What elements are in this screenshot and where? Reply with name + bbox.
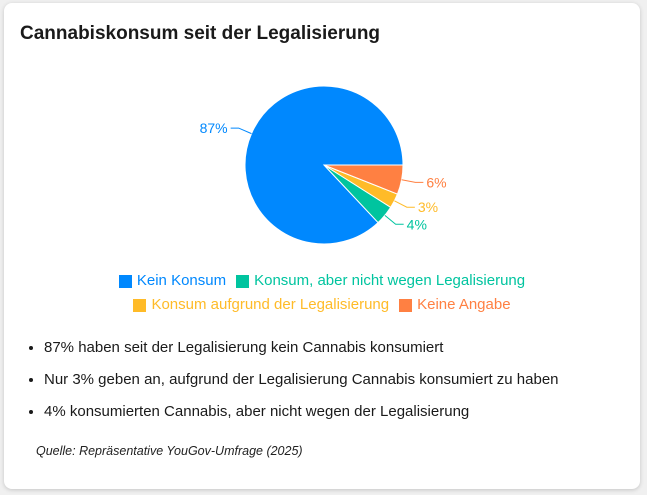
legend-label-konsum-legalisierung: Konsum aufgrund der Legalisierung — [151, 296, 390, 313]
pie-leader-line-2 — [394, 200, 415, 208]
chart-legend: Kein Konsum Konsum, aber nicht wegen Leg… — [4, 269, 640, 317]
chart-card: Cannabiskonsum seit der Legalisierung 87… — [4, 3, 640, 489]
legend-row-2: Konsum aufgrund der Legalisierung Keine … — [4, 293, 640, 317]
chart-title: Cannabiskonsum seit der Legalisierung — [20, 23, 381, 44]
pie-slice-3[interactable] — [323, 164, 404, 195]
legend-label-konsum-nicht-legalisierung: Konsum, aber nicht wegen Legalisierung — [254, 272, 526, 289]
legend-swatch-konsum-legalisierung — [133, 298, 147, 312]
summary-item: Nur 3% geben an, aufgrund der Legalisier… — [44, 369, 559, 391]
source-note: Quelle: Repräsentative YouGov-Umfrage (2… — [36, 444, 303, 458]
pie-data-label-3: 6% — [426, 174, 446, 190]
pie-data-label-2: 3% — [418, 199, 438, 215]
pie-leader-line-0 — [230, 127, 252, 135]
legend-item-keine-angabe[interactable]: Keine Angabe — [399, 293, 511, 317]
legend-swatch-konsum-nicht-legalisierung — [236, 274, 250, 288]
legend-swatch-keine-angabe — [399, 298, 413, 312]
pie-leader-line-1 — [384, 214, 404, 225]
legend-label-keine-angabe: Keine Angabe — [417, 296, 511, 313]
summary-item: 4% konsumierten Cannabis, aber nicht weg… — [44, 401, 559, 423]
legend-swatch-kein-konsum — [118, 274, 132, 288]
summary-list: 87% haben seit der Legalisierung kein Ca… — [26, 337, 559, 433]
legend-item-konsum-nicht-legalisierung[interactable]: Konsum, aber nicht wegen Legalisierung — [236, 269, 525, 293]
pie-chart: 87% 4%3% 6% — [200, 85, 447, 245]
legend-item-kein-konsum[interactable]: Kein Konsum — [118, 269, 227, 293]
pie-leader-line-3 — [401, 179, 424, 183]
legend-row-1: Kein Konsum Konsum, aber nicht wegen Leg… — [4, 269, 640, 293]
summary-item: 87% haben seit der Legalisierung kein Ca… — [44, 337, 559, 359]
legend-label-kein-konsum: Kein Konsum — [136, 272, 227, 289]
pie-data-label-0: 87% — [200, 120, 228, 136]
legend-item-konsum-legalisierung[interactable]: Konsum aufgrund der Legalisierung — [133, 293, 389, 317]
pie-data-label-1: 4% — [407, 216, 427, 232]
